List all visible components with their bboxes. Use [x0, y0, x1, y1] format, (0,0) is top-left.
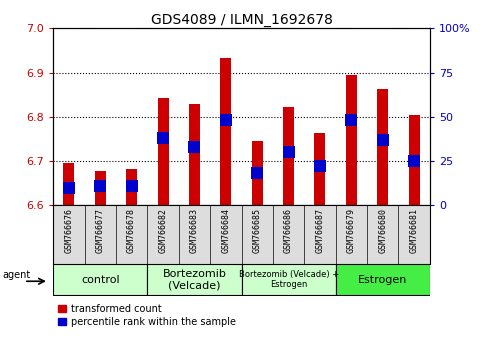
- Text: GSM766678: GSM766678: [127, 208, 136, 253]
- Bar: [189, 104, 200, 205]
- Text: GSM766685: GSM766685: [253, 208, 262, 253]
- Text: Bortezomib (Velcade) +
Estrogen: Bortezomib (Velcade) + Estrogen: [239, 270, 339, 289]
- Text: GSM766683: GSM766683: [190, 208, 199, 253]
- Bar: [252, 141, 263, 205]
- Text: GSM766687: GSM766687: [315, 208, 325, 253]
- Text: Bortezomib
(Velcade): Bortezomib (Velcade): [162, 269, 227, 291]
- Text: GSM766676: GSM766676: [64, 208, 73, 253]
- FancyBboxPatch shape: [336, 264, 430, 295]
- FancyBboxPatch shape: [147, 264, 242, 295]
- Bar: [220, 58, 231, 205]
- Text: GSM766677: GSM766677: [96, 208, 105, 253]
- Text: GSM766681: GSM766681: [410, 208, 419, 253]
- Text: control: control: [81, 275, 119, 285]
- Bar: [126, 169, 137, 205]
- Legend: transformed count, percentile rank within the sample: transformed count, percentile rank withi…: [58, 304, 236, 327]
- Bar: [409, 115, 420, 205]
- FancyBboxPatch shape: [53, 264, 147, 295]
- Text: GSM766680: GSM766680: [378, 208, 387, 253]
- Text: GSM766686: GSM766686: [284, 208, 293, 253]
- Bar: [314, 133, 326, 205]
- Text: GSM766684: GSM766684: [221, 208, 230, 253]
- Bar: [95, 171, 106, 205]
- Bar: [63, 163, 74, 205]
- Text: agent: agent: [3, 270, 31, 280]
- Text: Estrogen: Estrogen: [358, 275, 408, 285]
- Bar: [157, 98, 169, 205]
- Text: GSM766679: GSM766679: [347, 208, 356, 253]
- Bar: [283, 107, 294, 205]
- FancyBboxPatch shape: [242, 264, 336, 295]
- Bar: [346, 75, 357, 205]
- Title: GDS4089 / ILMN_1692678: GDS4089 / ILMN_1692678: [151, 13, 332, 27]
- Bar: [377, 90, 388, 205]
- Text: GSM766682: GSM766682: [158, 208, 168, 253]
